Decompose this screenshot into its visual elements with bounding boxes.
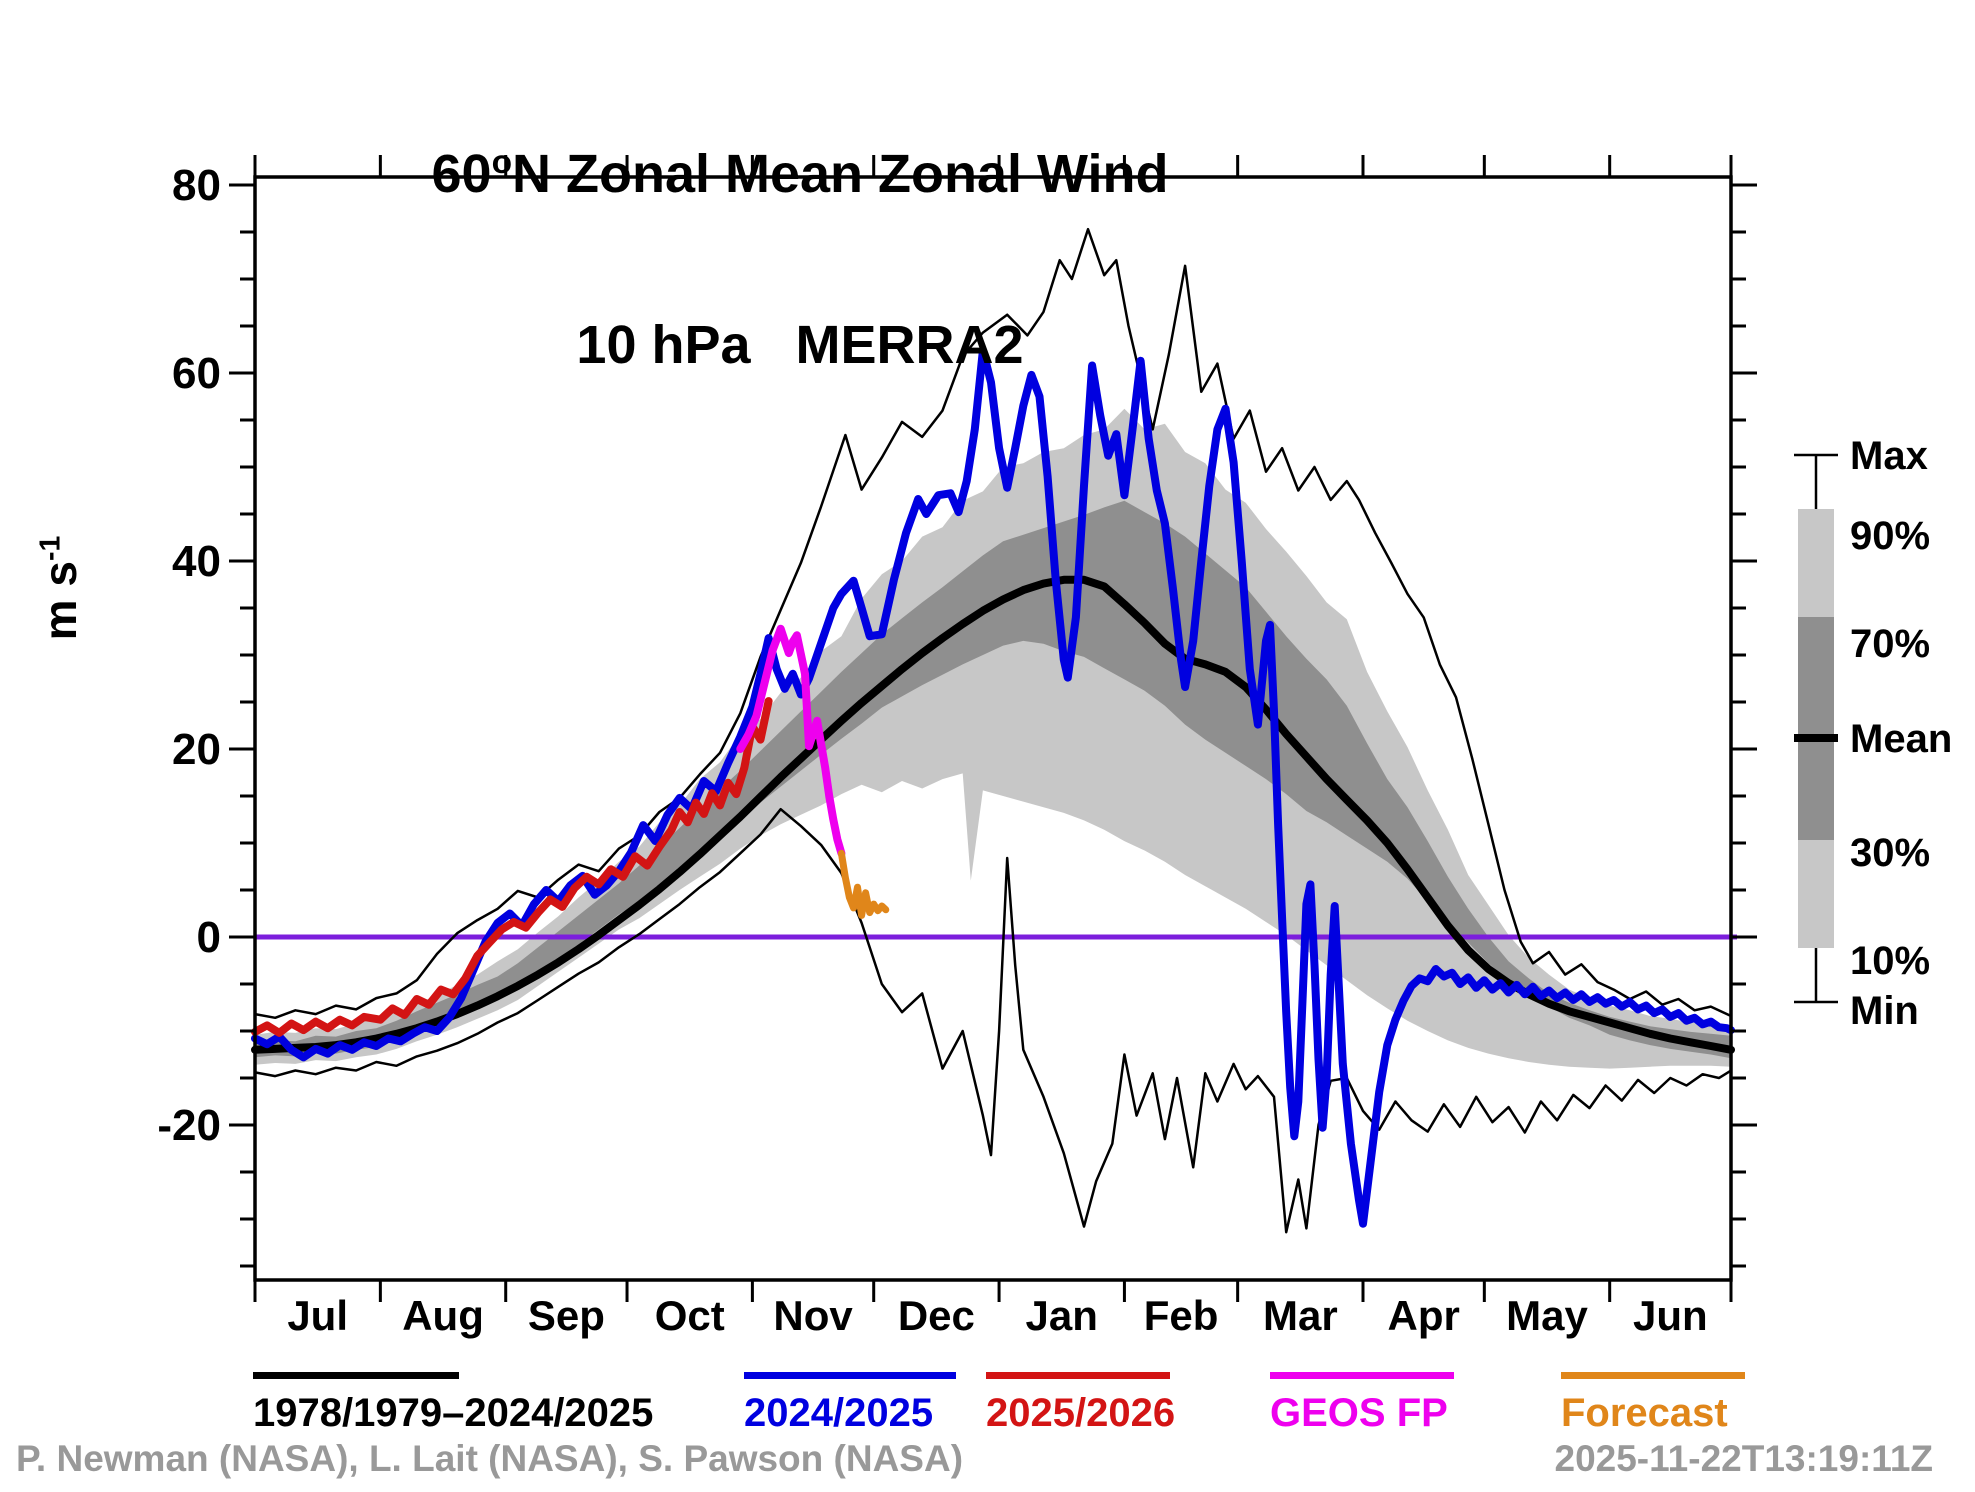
credit-text: P. Newman (NASA), L. Lait (NASA), S. Paw… [16, 1438, 964, 1479]
month-label-may: May [1506, 1292, 1588, 1339]
legend-swatch-geos-fp [1270, 1372, 1454, 1379]
key-band-70-90 [1798, 509, 1834, 617]
key-label-min: Min [1850, 989, 1919, 1033]
month-label-nov: Nov [773, 1292, 853, 1339]
legend-item-forecast: Forecast [1561, 1372, 1745, 1436]
legend-item-2024-2025: 2024/2025 [744, 1372, 956, 1436]
legend-label-geos-fp: GEOS FP [1270, 1391, 1448, 1435]
chart-title: 60oN Zonal Mean Zonal Wind 10 hPa MERRA2 [431, 20, 1168, 488]
series-2024-2025-line [251, 346, 1735, 1228]
chart-title-line1: 60oN Zonal Mean Zonal Wind [431, 144, 1169, 204]
key-label-max: Max [1850, 434, 1928, 478]
key-label-mean: Mean [1850, 717, 1952, 761]
legend-label-forecast: Forecast [1561, 1391, 1728, 1435]
key-label-70pct: 70% [1850, 622, 1930, 666]
y-tick-label: 60 [172, 349, 221, 398]
plot-border [253, 175, 1733, 1282]
month-label-aug: Aug [402, 1292, 484, 1339]
month-label-mar: Mar [1263, 1292, 1338, 1339]
series-2025-2026-line [251, 697, 773, 1037]
month-label-dec: Dec [898, 1292, 975, 1339]
series-geos-fp-line [736, 624, 846, 858]
chart-title-line2: 10 hPa MERRA2 [576, 315, 1024, 375]
legend-swatch-2024-2025 [744, 1372, 956, 1379]
timestamp: 2025-11-22T13:19:11Z [1554, 1438, 1934, 1479]
month-label-sep: Sep [528, 1292, 605, 1339]
legend-swatch-forecast [1561, 1372, 1745, 1379]
legend-label-2024-2025: 2024/2025 [744, 1391, 934, 1435]
legend-item-climatology: 1978/1979–2024/2025 [253, 1372, 654, 1436]
key-label-90pct: 90% [1850, 514, 1930, 558]
key-band-10-30 [1798, 840, 1834, 948]
y-tick-label: 80 [172, 161, 221, 210]
legend-swatch-climatology [253, 1372, 459, 1379]
month-label-apr: Apr [1387, 1292, 1459, 1339]
key-band-30-70 [1798, 617, 1834, 840]
y-tick-label: 20 [172, 725, 221, 774]
mean-line [251, 575, 1735, 1054]
y-tick-label: -20 [157, 1101, 221, 1150]
month-label-feb: Feb [1144, 1292, 1219, 1339]
band-30-70 [255, 500, 1731, 1059]
legend-label-2025-2026: 2025/2026 [986, 1391, 1176, 1435]
y-axis-title: m s-1 [34, 535, 86, 641]
legend-item-geos-fp: GEOS FP [1270, 1372, 1454, 1436]
month-label-jun: Jun [1633, 1292, 1708, 1339]
month-label-oct: Oct [655, 1292, 725, 1339]
series-forecast-line [837, 849, 890, 919]
y-tick-label: 40 [172, 537, 221, 586]
month-label-jul: Jul [287, 1292, 348, 1339]
min-envelope-line [254, 807, 1732, 1234]
y-tick-label: 0 [197, 913, 221, 962]
legend-swatch-2025-2026 [986, 1372, 1170, 1379]
legend-item-2025-2026: 2025/2026 [986, 1372, 1176, 1436]
key-label-30pct: 30% [1850, 831, 1930, 875]
max-envelope-line [254, 227, 1732, 1020]
key-label-10pct: 10% [1850, 939, 1930, 983]
month-label-jan: Jan [1026, 1292, 1098, 1339]
legend-label-climatology: 1978/1979–2024/2025 [253, 1391, 654, 1435]
